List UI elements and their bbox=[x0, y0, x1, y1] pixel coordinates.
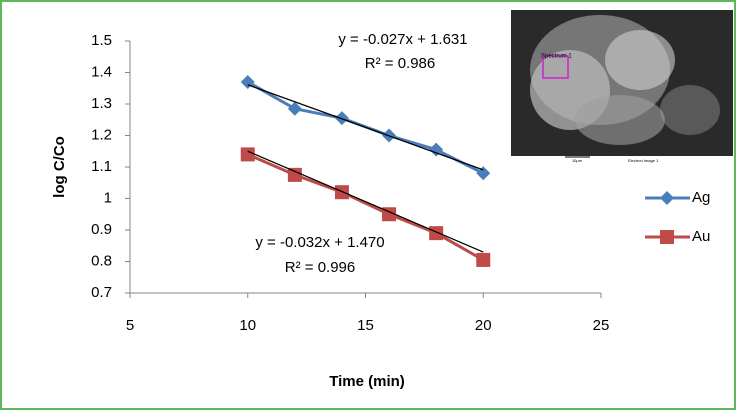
trend-r2: R² = 0.996 bbox=[285, 259, 355, 276]
y-tick-label: 0.9 bbox=[91, 221, 112, 238]
trend-equation: y = -0.032x + 1.470 bbox=[255, 234, 384, 251]
y-tick-label: 1 bbox=[104, 189, 112, 206]
y-tick-label: 1.4 bbox=[91, 63, 112, 80]
x-tick-label: 10 bbox=[239, 317, 256, 334]
y-tick-label: 1.5 bbox=[91, 32, 112, 49]
inset-label: Spectrum 1 bbox=[541, 54, 572, 60]
inset-caption: Electron Image 1 bbox=[628, 158, 659, 163]
trend-r2: R² = 0.986 bbox=[365, 55, 435, 72]
x-tick-label: 25 bbox=[593, 317, 610, 334]
legend-label: Ag bbox=[692, 189, 710, 206]
inset-image bbox=[511, 10, 733, 161]
trend-equation: y = -0.027x + 1.631 bbox=[338, 31, 467, 48]
y-tick-label: 1.2 bbox=[91, 126, 112, 143]
data-point bbox=[429, 226, 443, 240]
legend-label: Au bbox=[692, 228, 710, 245]
y-tick-label: 1.3 bbox=[91, 95, 112, 112]
x-axis-title: Time (min) bbox=[329, 373, 405, 390]
x-tick-label: 15 bbox=[357, 317, 374, 334]
y-tick-label: 0.7 bbox=[91, 284, 112, 301]
x-tick-label: 5 bbox=[126, 317, 134, 334]
legend-marker bbox=[660, 230, 674, 244]
y-tick-label: 1.1 bbox=[91, 158, 112, 175]
data-point bbox=[476, 253, 490, 267]
x-tick-label: 20 bbox=[475, 317, 492, 334]
y-axis-title: log C/Co bbox=[51, 136, 68, 198]
chart: Spectrum 1 10µm Electron Image 1 Time (m… bbox=[0, 0, 736, 410]
inset-scale: 10µm bbox=[572, 158, 583, 163]
y-tick-label: 0.8 bbox=[91, 252, 112, 269]
data-point bbox=[241, 147, 255, 161]
